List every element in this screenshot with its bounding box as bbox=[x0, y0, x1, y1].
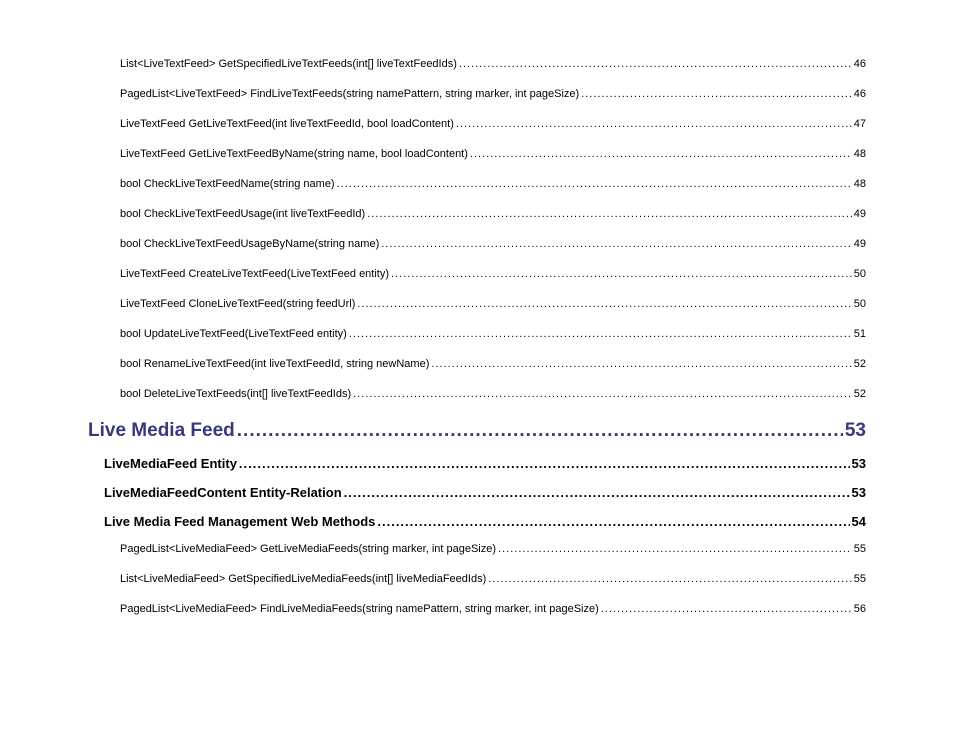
toc-entry: List<LiveTextFeed> GetSpecifiedLiveTextF… bbox=[120, 58, 866, 70]
toc-page-number: 54 bbox=[852, 514, 866, 529]
toc-entry: bool CheckLiveTextFeedName(string name) 4… bbox=[120, 178, 866, 190]
toc-leader-dots bbox=[353, 388, 852, 400]
toc-leader-dots bbox=[239, 456, 850, 471]
toc-leader-dots bbox=[381, 238, 852, 250]
toc-page-number: 48 bbox=[854, 148, 866, 160]
toc-label: LiveTextFeed CloneLiveTextFeed(string fe… bbox=[120, 298, 355, 310]
toc-page-number: 53 bbox=[845, 420, 866, 442]
toc-label: Live Media Feed bbox=[88, 420, 235, 442]
toc-entry: PagedList<LiveTextFeed> FindLiveTextFeed… bbox=[120, 88, 866, 100]
toc-entry: PagedList<LiveMediaFeed> GetLiveMediaFee… bbox=[120, 543, 866, 555]
toc-page-number: 48 bbox=[854, 178, 866, 190]
toc-leader-dots bbox=[601, 603, 852, 615]
toc-label: bool CheckLiveTextFeedName(string name) bbox=[120, 178, 335, 190]
toc-leader-dots bbox=[237, 420, 843, 442]
toc-page-number: 46 bbox=[854, 88, 866, 100]
toc-leader-dots bbox=[459, 58, 852, 70]
toc-entry: LiveMediaFeedContent Entity-Relation 53 bbox=[104, 485, 866, 500]
toc-page-number: 56 bbox=[854, 603, 866, 615]
toc-page-number: 50 bbox=[854, 268, 866, 280]
toc-entry: LiveTextFeed CreateLiveTextFeed(LiveText… bbox=[120, 268, 866, 280]
toc-page-number: 53 bbox=[852, 485, 866, 500]
toc-leader-dots bbox=[391, 268, 852, 280]
toc-entry: LiveTextFeed GetLiveTextFeed(int liveTex… bbox=[120, 118, 866, 130]
toc-leader-dots bbox=[456, 118, 852, 130]
toc-entry: bool CheckLiveTextFeedUsageByName(string… bbox=[120, 238, 866, 250]
toc-label: LiveMediaFeedContent Entity-Relation bbox=[104, 485, 342, 500]
toc-label: LiveTextFeed GetLiveTextFeed(int liveTex… bbox=[120, 118, 454, 130]
toc-leader-dots bbox=[367, 208, 852, 220]
toc-entry: List<LiveMediaFeed> GetSpecifiedLiveMedi… bbox=[120, 573, 866, 585]
toc-page-number: 55 bbox=[854, 573, 866, 585]
toc-leader-dots bbox=[498, 543, 852, 555]
toc-page-number: 52 bbox=[854, 388, 866, 400]
toc-leader-dots bbox=[377, 514, 849, 529]
toc-entry: Live Media Feed Management Web Methods 54 bbox=[104, 514, 866, 529]
toc-entry: bool UpdateLiveTextFeed(LiveTextFeed ent… bbox=[120, 328, 866, 340]
toc-leader-dots bbox=[344, 485, 850, 500]
toc-page-number: 55 bbox=[854, 543, 866, 555]
toc-label: PagedList<LiveMediaFeed> GetLiveMediaFee… bbox=[120, 543, 496, 555]
toc-leader-dots bbox=[337, 178, 852, 190]
toc-page-number: 53 bbox=[852, 456, 866, 471]
toc-page-number: 50 bbox=[854, 298, 866, 310]
toc-label: LiveMediaFeed Entity bbox=[104, 456, 237, 471]
toc-leader-dots bbox=[581, 88, 852, 100]
toc-label: bool RenameLiveTextFeed(int liveTextFeed… bbox=[120, 358, 429, 370]
toc-entry: PagedList<LiveMediaFeed> FindLiveMediaFe… bbox=[120, 603, 866, 615]
toc-page-number: 51 bbox=[854, 328, 866, 340]
toc-label: LiveTextFeed CreateLiveTextFeed(LiveText… bbox=[120, 268, 389, 280]
toc-label: LiveTextFeed GetLiveTextFeedByName(strin… bbox=[120, 148, 468, 160]
toc-label: Live Media Feed Management Web Methods bbox=[104, 514, 375, 529]
toc-entry: bool CheckLiveTextFeedUsage(int liveText… bbox=[120, 208, 866, 220]
toc-entry: LiveTextFeed GetLiveTextFeedByName(strin… bbox=[120, 148, 866, 160]
toc-leader-dots bbox=[470, 148, 852, 160]
toc-leader-dots bbox=[349, 328, 852, 340]
toc-page-number: 49 bbox=[854, 208, 866, 220]
toc-page-number: 49 bbox=[854, 238, 866, 250]
toc-label: PagedList<LiveMediaFeed> FindLiveMediaFe… bbox=[120, 603, 599, 615]
toc-leader-dots bbox=[431, 358, 851, 370]
toc-label: bool CheckLiveTextFeedUsageByName(string… bbox=[120, 238, 379, 250]
toc-entry: Live Media Feed 53 bbox=[88, 420, 866, 442]
toc-label: PagedList<LiveTextFeed> FindLiveTextFeed… bbox=[120, 88, 579, 100]
toc-leader-dots bbox=[357, 298, 851, 310]
toc-entry: LiveTextFeed CloneLiveTextFeed(string fe… bbox=[120, 298, 866, 310]
toc-page: List<LiveTextFeed> GetSpecifiedLiveTextF… bbox=[0, 0, 954, 673]
toc-label: bool CheckLiveTextFeedUsage(int liveText… bbox=[120, 208, 365, 220]
toc-page-number: 47 bbox=[854, 118, 866, 130]
toc-label: bool DeleteLiveTextFeeds(int[] liveTextF… bbox=[120, 388, 351, 400]
toc-page-number: 52 bbox=[854, 358, 866, 370]
toc-label: List<LiveTextFeed> GetSpecifiedLiveTextF… bbox=[120, 58, 457, 70]
toc-label: bool UpdateLiveTextFeed(LiveTextFeed ent… bbox=[120, 328, 347, 340]
toc-entry: LiveMediaFeed Entity 53 bbox=[104, 456, 866, 471]
toc-entry: bool DeleteLiveTextFeeds(int[] liveTextF… bbox=[120, 388, 866, 400]
toc-entry: bool RenameLiveTextFeed(int liveTextFeed… bbox=[120, 358, 866, 370]
toc-page-number: 46 bbox=[854, 58, 866, 70]
toc-leader-dots bbox=[488, 573, 852, 585]
toc-label: List<LiveMediaFeed> GetSpecifiedLiveMedi… bbox=[120, 573, 486, 585]
